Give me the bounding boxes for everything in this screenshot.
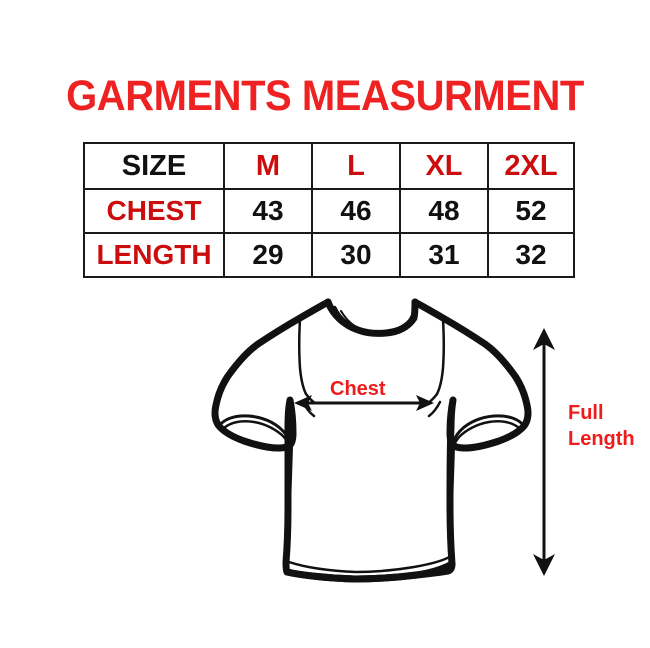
row-label-length: LENGTH [83,232,225,278]
chest-measurement-label: Chest [330,378,386,400]
cell-length-xl: 31 [399,232,489,278]
cell-length-m: 29 [223,232,313,278]
size-chart-table: SIZE M L XL 2XL CHEST 43 46 48 52 LENGTH… [83,142,575,278]
table-header-size: SIZE [83,142,225,190]
row-label-chest: CHEST [83,188,225,234]
cell-chest-2xl: 52 [487,188,575,234]
table-header-size-m: M [223,142,313,190]
full-length-arrow-icon [533,328,555,576]
full-length-label-line1: Full [568,402,604,424]
cell-length-l: 30 [311,232,401,278]
page-title: GARMENTS MEASURMENT [66,72,584,120]
table-row: LENGTH 29 30 31 32 [83,232,575,278]
table-header-size-xl: XL [399,142,489,190]
table-header-size-2xl: 2XL [487,142,575,190]
measurement-table: SIZE M L XL 2XL CHEST 43 46 48 52 LENGTH… [83,142,575,278]
cell-chest-xl: 48 [399,188,489,234]
cell-length-2xl: 32 [487,232,575,278]
cell-chest-m: 43 [223,188,313,234]
tshirt-diagram [200,282,540,592]
cell-chest-l: 46 [311,188,401,234]
tshirt-outline-icon [211,298,532,583]
table-row: CHEST 43 46 48 52 [83,188,575,234]
full-length-label-line2: Length [568,428,635,450]
full-length-measurement-label: Full Length [568,400,648,452]
table-header-row: SIZE M L XL 2XL [83,142,575,190]
chest-arrow-icon [294,395,434,411]
table-header-size-l: L [311,142,401,190]
